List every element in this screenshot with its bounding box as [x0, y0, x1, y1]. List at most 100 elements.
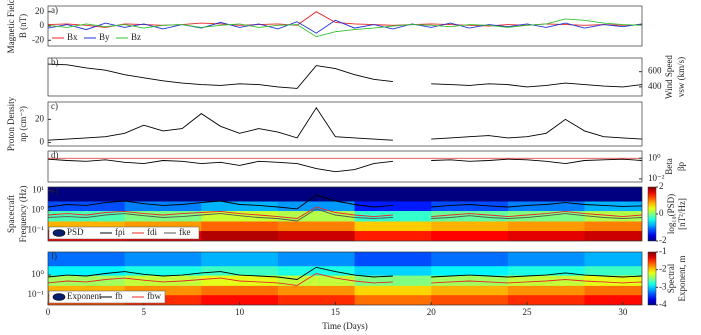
heatmap-cell: [201, 252, 279, 267]
colorbar: [647, 251, 657, 306]
panel-label: c): [51, 101, 58, 111]
y-tick-label: 0: [40, 20, 45, 30]
heatmap-cell: [584, 285, 642, 296]
heatmap-cell: [354, 294, 432, 305]
heatmap-cell: [124, 220, 202, 232]
heatmap-cell: [507, 220, 586, 232]
colorbar-tick-label: -2: [659, 235, 667, 245]
panel: [48, 157, 642, 173]
legend-label: fρi: [115, 227, 125, 237]
legend-label: PSD: [67, 227, 84, 237]
legend-label: Bz: [131, 32, 141, 42]
series-line: [48, 266, 642, 280]
panel: [48, 11, 642, 38]
heatmap-cell: [277, 265, 356, 276]
x-tick-label: 15: [331, 307, 341, 317]
y-tick-label: 10⁰: [31, 269, 44, 279]
heatmap-cell: [507, 275, 586, 286]
heatmap-cell: [507, 200, 586, 212]
heatmap-cell: [354, 265, 432, 276]
heatmap-cell: [431, 200, 509, 212]
heatmap-cell: [431, 187, 509, 202]
heatmap-cell: [354, 220, 432, 232]
heatmap-cell: [507, 252, 586, 267]
series-line: [48, 206, 642, 219]
legend-label: By: [99, 32, 110, 42]
y-tick-label: -20: [32, 34, 44, 44]
heatmap-cell: [507, 265, 586, 276]
colorbar-tick-label: -1: [659, 246, 667, 256]
series-line: [48, 106, 642, 141]
y-tick-label: 10⁻¹: [28, 225, 45, 235]
x-tick-label: 25: [523, 307, 533, 317]
heatmap-cell: [354, 200, 432, 212]
heatmap-cell: [201, 285, 279, 296]
heatmap-cell: [48, 275, 126, 286]
y-axis-label: Magnetic Field: [6, 0, 16, 53]
panel-label: e): [51, 186, 58, 196]
panel-label: f): [51, 251, 57, 261]
y-axis-label: Exponent, m: [677, 256, 687, 302]
heatmap-cell: [584, 187, 642, 202]
y-tick-label: 20: [35, 6, 45, 16]
x-tick-label: 0: [46, 307, 51, 317]
legend-label: fke: [179, 227, 191, 237]
heatmap-cell: [201, 275, 279, 286]
heatmap-cell: [431, 294, 509, 305]
heatmap-cell: [584, 220, 642, 232]
heatmap-cell: [354, 275, 432, 286]
y-tick-label: 10¹: [32, 185, 44, 195]
heatmap-cell: [48, 210, 126, 222]
heatmap-cell: [124, 275, 202, 286]
series-line: [48, 194, 642, 210]
heatmap-cell: [354, 252, 432, 267]
heatmap-cell: [201, 294, 279, 305]
heatmap-cell: [354, 210, 432, 222]
panel-frame: [47, 186, 643, 242]
x-tick-label: 20: [427, 307, 437, 317]
colorbar-tick-label: -3: [659, 281, 667, 291]
heatmap-cell: [354, 187, 432, 202]
y-tick-label: 10⁰: [31, 205, 44, 215]
heatmap-cell: [277, 285, 356, 296]
panel-label: d): [51, 150, 59, 160]
heatmap-cell: [124, 285, 202, 296]
heatmap-cell: [48, 265, 126, 276]
legend-label: fb: [115, 291, 123, 301]
heatmap-cell: [277, 230, 356, 241]
heatmap-cell: [201, 265, 279, 276]
y-axis-label: βp: [676, 161, 686, 171]
heatmap-cell: [507, 230, 586, 241]
legend-swatch: [52, 293, 66, 301]
heatmap-cell: [584, 252, 642, 267]
colorbar: [647, 186, 657, 242]
panel-frame: [47, 251, 643, 306]
heatmap-cell: [124, 265, 202, 276]
series-line: [48, 273, 642, 286]
y-tick-label: 600: [648, 66, 662, 76]
y-tick-label: 10⁰: [648, 152, 661, 162]
heatmap-cell: [584, 230, 642, 241]
heatmap-cell: [48, 200, 126, 212]
legend-swatch: [52, 229, 66, 237]
y-tick-label: 10⁻²: [648, 173, 665, 183]
y-axis-label: Beta: [664, 158, 674, 175]
heatmap-cell: [201, 187, 279, 202]
heatmap-cell: [277, 275, 356, 286]
heatmap-cell: [277, 294, 356, 305]
series-line: [48, 19, 642, 34]
colorbar-label: [nT²/Hz]: [677, 198, 687, 230]
series-line: [48, 18, 642, 38]
y-axis-label: vsw (km/s): [676, 57, 686, 97]
legend-label: fbw: [147, 291, 161, 301]
heatmap-cell: [431, 265, 509, 276]
heatmap-cell: [48, 220, 126, 232]
legend-label: Bx: [67, 32, 78, 42]
x-tick-label: 30: [618, 307, 628, 317]
heatmap-cell: [124, 200, 202, 212]
panel: [48, 106, 642, 141]
y-tick-label: 0: [40, 137, 45, 147]
y-axis-label: Frequency (Hz): [18, 186, 28, 243]
series-line: [48, 63, 642, 89]
legend-box: [48, 226, 200, 240]
